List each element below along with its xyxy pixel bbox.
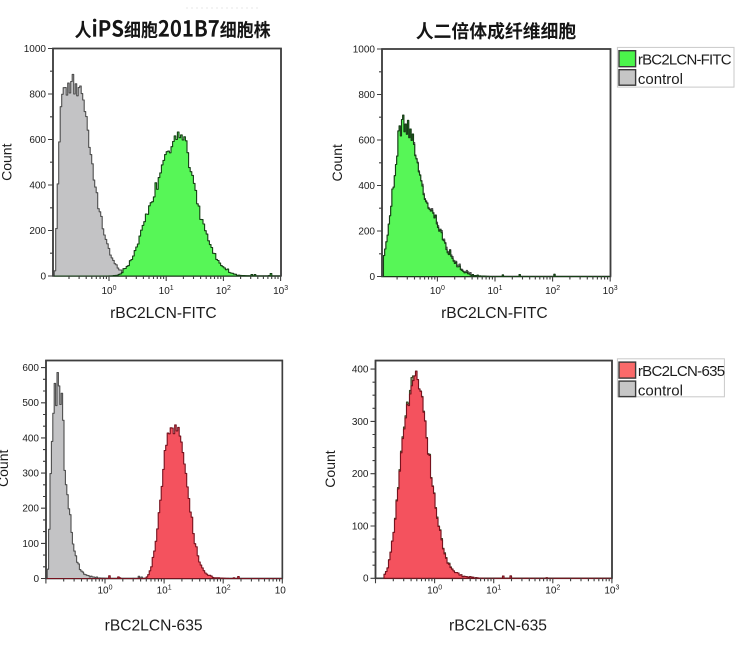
svg-text:600: 600 [358,135,375,146]
svg-text:rBC2LCN-635: rBC2LCN-635 [638,363,725,380]
svg-text:rBC2LCN-FITC: rBC2LCN-FITC [441,305,548,322]
svg-text:300: 300 [22,468,39,479]
svg-text:0: 0 [363,574,369,585]
svg-text:0: 0 [40,271,46,282]
svg-text:800: 800 [29,89,46,100]
svg-text:200: 200 [29,226,46,237]
svg-text:Count: Count [0,450,11,487]
svg-text:control: control [638,382,683,399]
svg-text:rBC2LCN-FITC: rBC2LCN-FITC [110,305,217,322]
svg-text:rBC2LCN-635: rBC2LCN-635 [105,618,203,635]
svg-text:200: 200 [22,504,39,515]
svg-text:400: 400 [22,433,39,444]
svg-text:1000: 1000 [353,44,376,55]
svg-text:control: control [638,71,683,88]
svg-text:200: 200 [358,226,375,237]
svg-text:100: 100 [22,539,39,550]
svg-text:Count: Count [322,450,338,487]
svg-text:800: 800 [358,90,375,101]
svg-text:200: 200 [352,469,369,480]
svg-text:rBC2LCN-635: rBC2LCN-635 [449,618,547,635]
svg-text:100: 100 [352,521,369,532]
svg-text:Count: Count [329,144,345,181]
svg-text:1000: 1000 [24,44,47,55]
svg-text:300: 300 [352,417,369,428]
svg-text:400: 400 [352,365,369,376]
svg-text:Count: Count [0,143,15,180]
svg-text:400: 400 [358,181,375,192]
svg-text:0: 0 [369,272,375,283]
svg-text:0: 0 [33,574,39,585]
svg-text:400: 400 [29,180,46,191]
svg-text:600: 600 [29,135,46,146]
svg-text:10: 10 [275,586,287,597]
svg-text:500: 500 [22,398,39,409]
svg-text:rBC2LCN-FITC: rBC2LCN-FITC [638,52,732,69]
svg-text:600: 600 [22,363,39,374]
